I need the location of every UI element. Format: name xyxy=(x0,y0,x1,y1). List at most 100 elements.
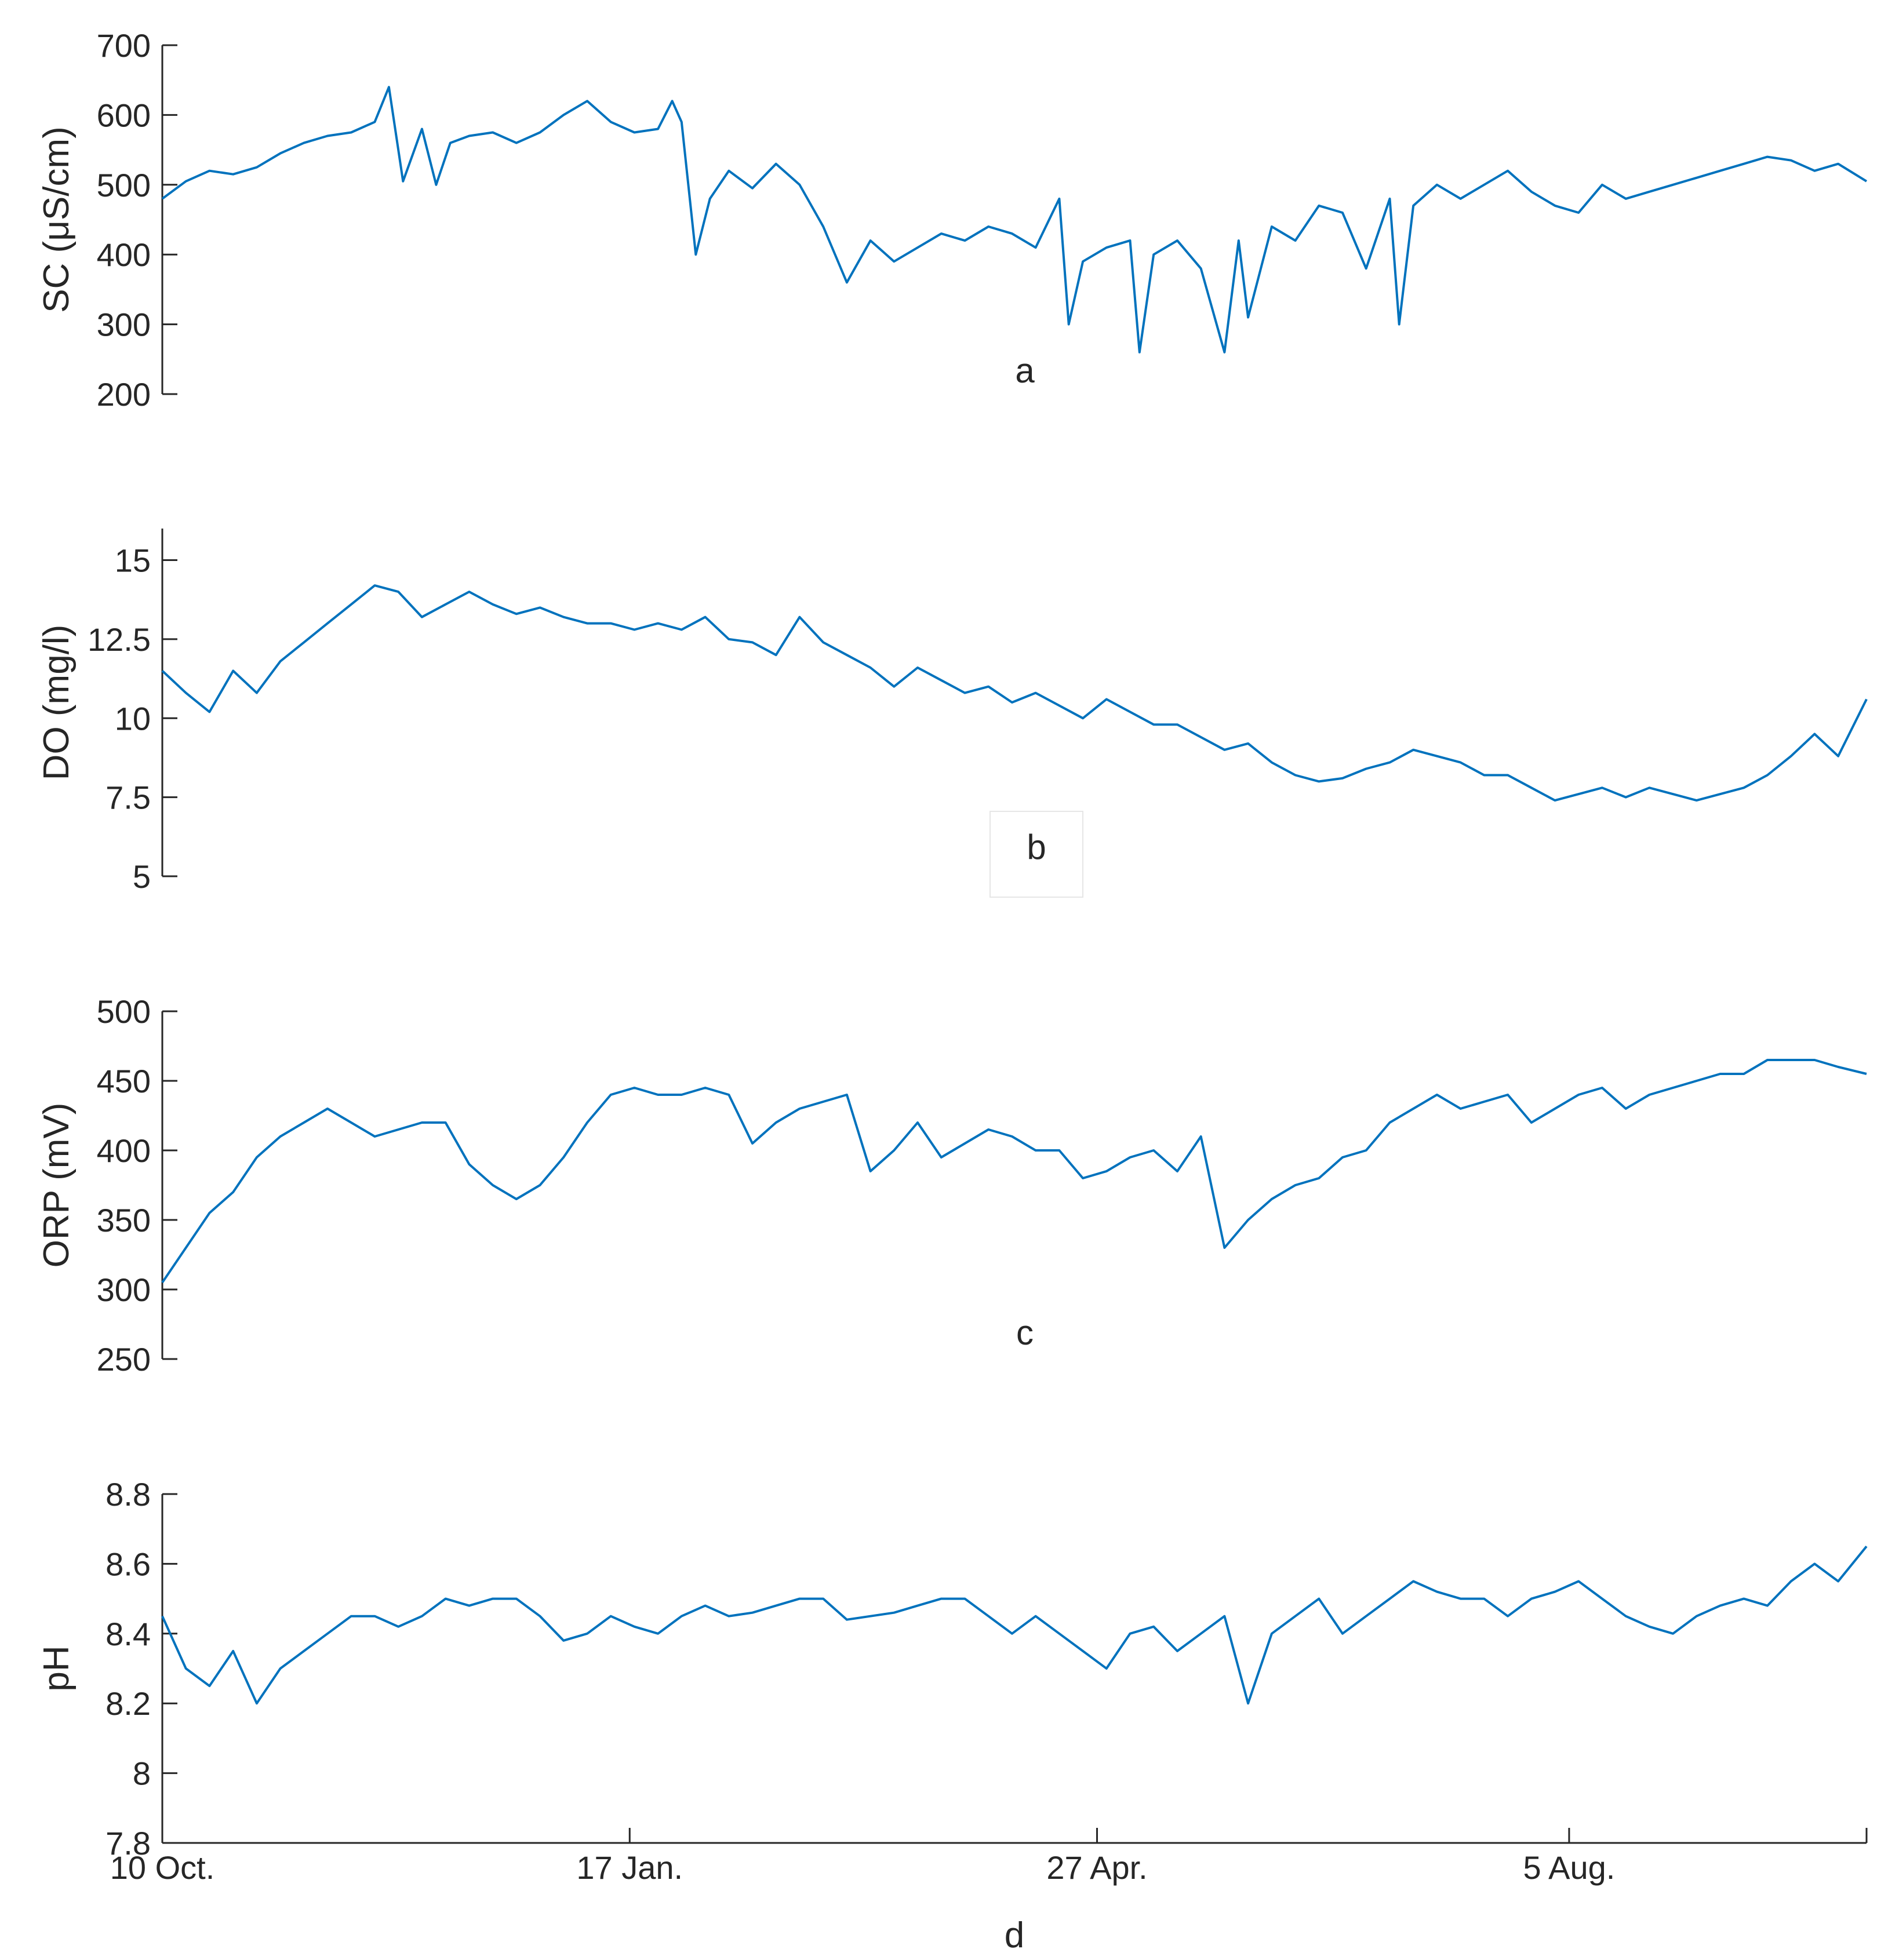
data-point xyxy=(539,606,541,609)
data-point xyxy=(1790,1059,1792,1061)
data-point xyxy=(1412,1107,1414,1110)
data-point xyxy=(326,1107,329,1110)
y-tick-label: 350 xyxy=(97,1202,151,1238)
data-point xyxy=(350,132,352,134)
data-point xyxy=(1341,212,1344,214)
data-point xyxy=(633,132,635,134)
data-point xyxy=(1318,1177,1320,1179)
data-point xyxy=(208,170,210,172)
data-point xyxy=(775,654,777,656)
data-point xyxy=(870,666,872,669)
data-point xyxy=(1341,1633,1344,1635)
data-point xyxy=(798,1107,801,1110)
data-point xyxy=(1865,180,1868,183)
data-point xyxy=(1696,177,1698,179)
data-point xyxy=(1105,698,1108,701)
y-tick-label: 400 xyxy=(97,1132,151,1169)
data-point xyxy=(1577,1580,1580,1583)
data-point xyxy=(161,1281,163,1284)
data-point xyxy=(1554,205,1556,207)
data-point xyxy=(256,166,258,169)
data-point xyxy=(727,170,730,172)
data-point xyxy=(916,1121,919,1124)
data-point xyxy=(1507,774,1509,777)
data-point xyxy=(1412,205,1414,207)
data-point xyxy=(1412,749,1414,751)
data-point xyxy=(1672,793,1674,795)
data-point xyxy=(681,1094,683,1096)
data-point xyxy=(1460,1107,1462,1110)
data-point xyxy=(1129,711,1132,713)
data-point xyxy=(1813,170,1816,172)
data-point xyxy=(916,666,919,669)
data-point xyxy=(987,1128,989,1131)
data-point xyxy=(161,1615,163,1617)
data-point xyxy=(492,1598,494,1600)
y-tick-label: 250 xyxy=(97,1341,151,1378)
data-point xyxy=(610,1094,612,1096)
data-point xyxy=(987,1615,989,1617)
data-point xyxy=(1460,762,1462,764)
data-point xyxy=(1436,755,1438,757)
data-point xyxy=(1813,733,1816,735)
data-point xyxy=(1176,1170,1178,1172)
data-point xyxy=(1365,267,1367,269)
y-tick-label: 700 xyxy=(97,27,151,64)
data-point xyxy=(1742,1598,1745,1600)
y-axis-label: pH xyxy=(37,1645,77,1691)
data-point xyxy=(822,641,824,643)
data-point xyxy=(1365,1615,1367,1617)
data-point xyxy=(610,1615,612,1617)
y-tick-label: 500 xyxy=(97,167,151,203)
data-point xyxy=(232,1191,234,1193)
data-point xyxy=(1294,1184,1297,1186)
data-point xyxy=(1696,1080,1698,1082)
data-point xyxy=(1507,1094,1509,1096)
data-point xyxy=(681,121,683,123)
panel-label-box xyxy=(989,811,1083,898)
data-point xyxy=(1398,323,1400,326)
data-point xyxy=(633,629,635,631)
data-point xyxy=(1389,1598,1391,1600)
data-point xyxy=(1035,1149,1037,1152)
data-point xyxy=(1672,1633,1674,1635)
data-point xyxy=(468,135,470,137)
data-point xyxy=(1719,793,1722,795)
data-point xyxy=(1176,723,1178,726)
data-point xyxy=(1035,692,1037,694)
data-point xyxy=(185,1247,187,1249)
data-point xyxy=(1813,1562,1816,1565)
y-tick-label: 8.6 xyxy=(106,1546,151,1582)
data-point xyxy=(1719,170,1722,172)
panel-label: c xyxy=(1016,1313,1034,1352)
data-point xyxy=(1790,159,1792,162)
data-point xyxy=(303,641,305,643)
data-point xyxy=(657,1094,659,1096)
data-point xyxy=(1483,1598,1485,1600)
x-axis-label: d xyxy=(1005,1915,1024,1955)
data-point xyxy=(916,246,919,249)
data-point xyxy=(1577,212,1580,214)
data-point xyxy=(1601,1087,1603,1089)
data-point xyxy=(539,1615,541,1617)
data-point xyxy=(1200,1135,1202,1138)
data-point xyxy=(751,187,754,190)
data-point xyxy=(1200,736,1202,738)
data-point xyxy=(492,132,494,134)
data-point xyxy=(940,232,943,235)
data-point xyxy=(940,1156,943,1158)
y-tick-label: 450 xyxy=(97,1063,151,1099)
data-point xyxy=(1389,762,1391,764)
data-point xyxy=(562,1640,565,1642)
data-point xyxy=(1082,1650,1084,1652)
x-tick-label: 10 Oct. xyxy=(110,1849,215,1886)
data-point xyxy=(1530,1121,1533,1124)
data-point xyxy=(1294,239,1297,242)
data-point xyxy=(1530,1598,1533,1600)
panel-3: 250 300 350 400 450 500 ORP (mV) c xyxy=(37,993,1867,1378)
data-point xyxy=(1766,774,1769,777)
series-line xyxy=(161,1059,1867,1284)
data-point xyxy=(1223,1615,1225,1617)
data-point xyxy=(1365,1149,1367,1152)
data-point xyxy=(468,1163,470,1165)
